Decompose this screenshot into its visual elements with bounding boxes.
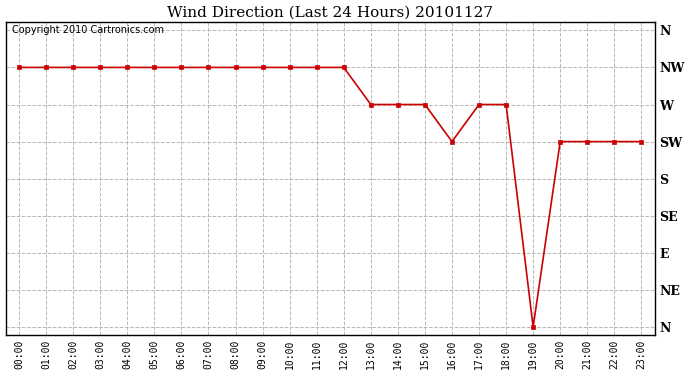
Title: Wind Direction (Last 24 Hours) 20101127: Wind Direction (Last 24 Hours) 20101127	[167, 6, 493, 20]
Text: Copyright 2010 Cartronics.com: Copyright 2010 Cartronics.com	[12, 25, 164, 35]
